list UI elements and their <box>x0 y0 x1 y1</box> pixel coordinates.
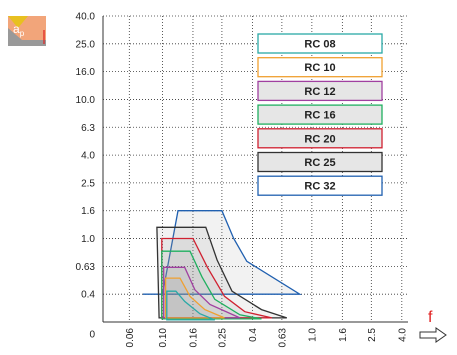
x-arrow <box>419 327 447 343</box>
x-tick-label: 0.06 <box>125 328 136 348</box>
y-tick-label: 16.0 <box>76 67 96 78</box>
x-tick-label: 1.0 <box>307 328 318 342</box>
y-tick-label: 1.6 <box>81 206 95 217</box>
legend-label: RC 25 <box>304 157 335 169</box>
legend-swatch <box>257 175 383 196</box>
x-tick-label: 2.5 <box>367 328 378 342</box>
x-tick-label: 0.63 <box>277 328 288 348</box>
y-tick-label: 4.0 <box>81 151 95 162</box>
legend-swatch <box>257 128 383 149</box>
legend-label: RC 16 <box>304 110 335 122</box>
region <box>166 290 216 321</box>
icon-label: ap <box>13 22 25 38</box>
y-tick-label: 40.0 <box>76 12 96 23</box>
legend-swatch <box>257 151 383 173</box>
legend-label: RC 10 <box>304 62 335 74</box>
legend-swatch <box>257 104 383 125</box>
x-tick-label: 0.16 <box>188 328 199 348</box>
region <box>164 277 225 319</box>
legend-label: RC 32 <box>304 181 335 193</box>
y-tick-label: 6.3 <box>81 123 95 134</box>
y-tick-label: 2.5 <box>81 178 95 189</box>
legend-label: RC 12 <box>304 86 335 98</box>
legend-label: RC 20 <box>304 133 335 145</box>
legend-label: RC 08 <box>304 39 335 51</box>
y-tick-label: 0 <box>89 330 95 341</box>
legend-swatch <box>257 57 383 78</box>
x-tick-label: 1.6 <box>338 328 349 342</box>
icon-workpiece <box>8 28 46 46</box>
region <box>163 266 241 319</box>
region <box>161 250 262 320</box>
x-tick-label: 4.0 <box>397 328 408 342</box>
x-tick-label: 0.10 <box>158 328 169 348</box>
x-axis-label: f <box>428 309 433 326</box>
legend-swatch <box>257 33 383 54</box>
y-tick-label: 0.63 <box>76 262 96 273</box>
ap-icon: ap <box>8 16 46 46</box>
icon-insert <box>8 16 28 28</box>
y-tick-label: 25.0 <box>76 39 96 50</box>
icon-a: a <box>13 22 20 36</box>
y-tick-label: 10.0 <box>76 95 96 106</box>
x-tick-label: 0.25 <box>217 328 228 348</box>
y-tick-label: 1.0 <box>81 234 95 245</box>
y-tick-label: 0.4 <box>81 290 95 301</box>
x-tick-label: 0.4 <box>248 328 259 342</box>
icon-p: p <box>20 29 25 38</box>
legend-swatch <box>257 80 383 102</box>
